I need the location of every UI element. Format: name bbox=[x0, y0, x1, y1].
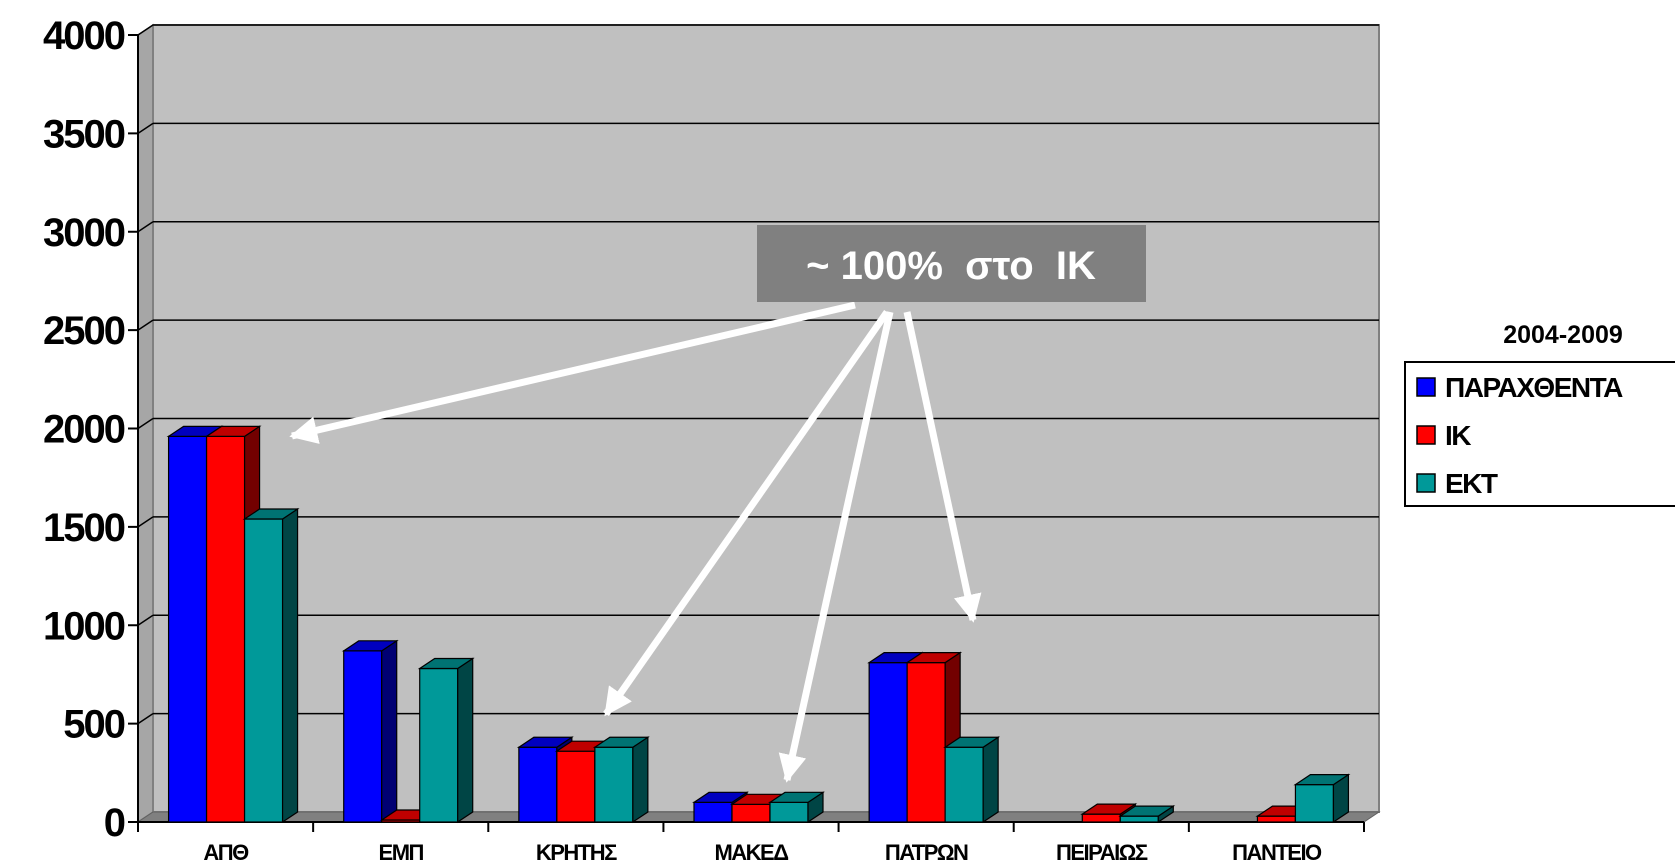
bar-side bbox=[281, 507, 299, 824]
bar-side bbox=[457, 657, 474, 824]
annotation-arrow-maked bbox=[778, 311, 894, 783]
bar bbox=[768, 791, 825, 824]
legend-label: ΙΚ bbox=[1445, 420, 1471, 451]
bar bbox=[417, 657, 475, 824]
bar-front bbox=[1256, 815, 1297, 823]
bar-front bbox=[693, 801, 733, 823]
bar-front bbox=[243, 518, 284, 823]
bar-top bbox=[1118, 805, 1176, 817]
bar-side bbox=[982, 736, 999, 824]
x-tick-label: ΜΑΚΕΔ bbox=[714, 840, 788, 864]
annotation-arrow-apth bbox=[289, 301, 856, 444]
annotation: ~ 100% στο ΙΚ bbox=[289, 225, 1146, 783]
y-tick-label: 3000 bbox=[43, 211, 125, 255]
x-tick-label: ΑΠΘ bbox=[203, 840, 249, 864]
x-tick-label: ΠΑΝΤΕΙΟ bbox=[1232, 840, 1322, 864]
bar-top bbox=[242, 508, 300, 520]
y-tick-label: 500 bbox=[63, 703, 124, 747]
bar-top bbox=[516, 736, 574, 748]
legend: 2004-2009 ΠΑΡΑΧΘΕΝΤΑ ΙΚ ΕΚΤ bbox=[1404, 321, 1675, 507]
y-tick-label: 3500 bbox=[43, 112, 125, 156]
bar-front bbox=[731, 803, 771, 823]
annotation-arrow-kritis bbox=[603, 309, 890, 717]
gridline-side bbox=[137, 713, 154, 725]
legend-swatch bbox=[1416, 425, 1436, 445]
bar-front bbox=[1119, 815, 1159, 823]
bar bbox=[1118, 804, 1176, 824]
gridline-side bbox=[137, 516, 154, 528]
bar-front bbox=[343, 650, 383, 823]
bar-front bbox=[906, 662, 946, 823]
bar-top bbox=[768, 791, 825, 803]
bar-top bbox=[905, 652, 963, 664]
y-axis: 0 500 1000 1500 2000 2500 3000 3500 4000 bbox=[43, 14, 139, 845]
bar-front bbox=[868, 662, 908, 823]
bar bbox=[1293, 773, 1351, 824]
legend-label: ΠΑΡΑΧΘΕΝΤΑ bbox=[1445, 372, 1623, 403]
bar-top bbox=[943, 736, 1001, 748]
legend-box bbox=[1404, 361, 1675, 507]
y-tick-label: 0 bbox=[104, 801, 125, 845]
bar bbox=[242, 507, 300, 824]
bar-front bbox=[167, 435, 208, 823]
y-tick-label: 1000 bbox=[43, 604, 125, 648]
legend-swatch bbox=[1416, 473, 1436, 493]
gridline-side bbox=[137, 24, 154, 36]
bar bbox=[341, 639, 399, 824]
bar-top bbox=[592, 736, 650, 748]
x-tick-label: ΠΑΤΡΩΝ bbox=[885, 840, 968, 864]
x-tick-label: ΕΜΠ bbox=[379, 840, 424, 864]
bar-front bbox=[556, 750, 596, 823]
legend-swatch bbox=[1416, 377, 1436, 397]
bar-top bbox=[417, 657, 475, 670]
legend-label: ΕΚΤ bbox=[1445, 468, 1498, 499]
bar-side bbox=[381, 639, 398, 824]
bar-top bbox=[692, 791, 749, 803]
gridline-side bbox=[137, 417, 154, 430]
y-tick-label: 2000 bbox=[43, 408, 125, 452]
bar-front bbox=[594, 746, 634, 823]
x-tick-label: ΚΡΗΤΗΣ bbox=[536, 840, 617, 864]
bar bbox=[592, 736, 650, 824]
bar-front bbox=[419, 667, 459, 823]
bar-top bbox=[1293, 774, 1351, 786]
bar bbox=[905, 651, 963, 824]
y-tick-label: 2500 bbox=[43, 309, 125, 353]
bar-front bbox=[1294, 784, 1335, 823]
gridline-side bbox=[137, 221, 154, 233]
bars bbox=[166, 425, 1351, 824]
gridline-side bbox=[137, 122, 154, 134]
gridline-side bbox=[137, 319, 154, 331]
bar-top bbox=[204, 425, 262, 437]
bar-front bbox=[1081, 813, 1121, 823]
annotation-box bbox=[757, 225, 1146, 302]
gridline-side bbox=[137, 614, 154, 626]
x-tick-label: ΠΕΙΡΑΙΩΣ bbox=[1056, 840, 1148, 864]
y-tick-label: 1500 bbox=[43, 506, 125, 550]
bar-front bbox=[769, 801, 809, 823]
bar-front bbox=[205, 435, 246, 823]
legend-title: 2004-2009 bbox=[1503, 321, 1623, 349]
x-axis: ΑΠΘ ΕΜΠ ΚΡΗΤΗΣ ΜΑΚΕΔ ΠΑΤΡΩΝ ΠΕΙΡΑΙΩΣ ΠΑΝΤΕΙΟ bbox=[137, 821, 1365, 864]
y-tick-label: 4000 bbox=[43, 14, 125, 58]
annotation-arrow-patron bbox=[903, 311, 982, 623]
bar-side bbox=[632, 736, 649, 824]
gridlines bbox=[137, 24, 1379, 725]
bar bbox=[943, 736, 1001, 824]
bar-top bbox=[341, 640, 399, 652]
bar-front bbox=[518, 746, 558, 823]
bar-front bbox=[944, 746, 984, 823]
annotation-text: ~ 100% στο ΙΚ bbox=[806, 244, 1096, 288]
bar-top bbox=[1080, 803, 1138, 815]
